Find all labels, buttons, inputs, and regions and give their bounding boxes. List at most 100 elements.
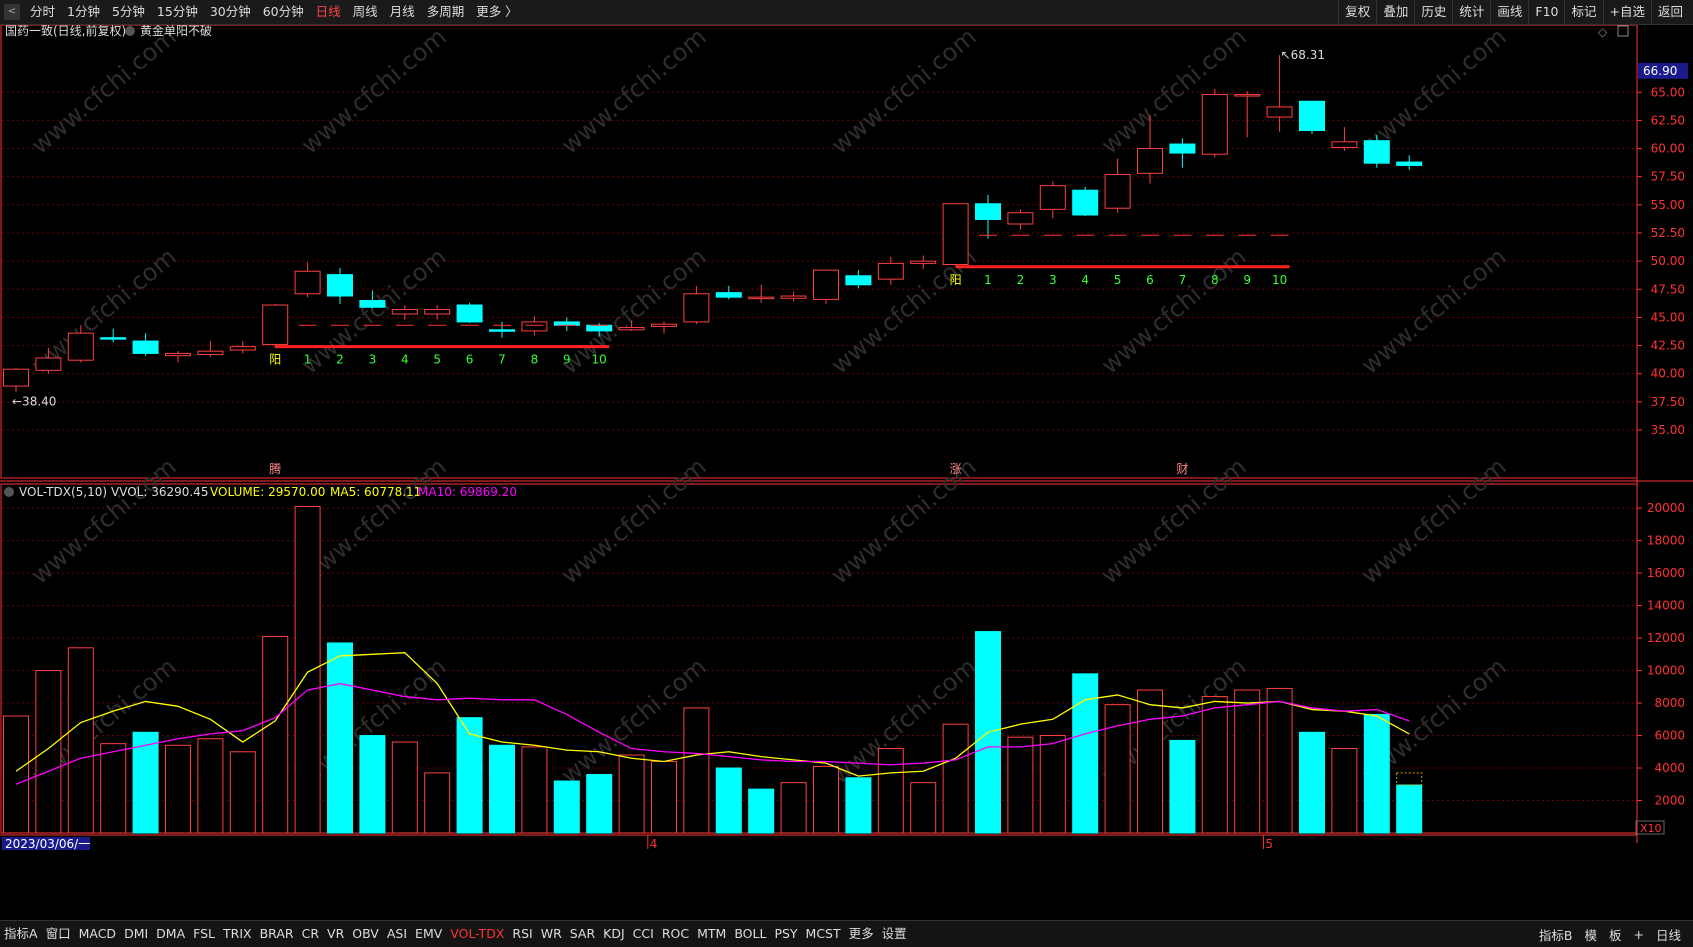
volume-bar: [553, 780, 580, 834]
right-control-3[interactable]: +: [1633, 926, 1644, 942]
pattern-count-label: 10: [1272, 273, 1287, 287]
candle: [618, 320, 645, 331]
pattern-count-label: 8: [531, 353, 539, 367]
tab-6[interactable]: 日线: [315, 4, 341, 19]
indicator-tab-0[interactable]: 指标A: [4, 926, 38, 941]
candle: [229, 341, 256, 354]
indicator-tab-11[interactable]: ASI: [386, 926, 408, 941]
volume-bar: [748, 788, 775, 834]
indicator-tab-19[interactable]: ROC: [661, 926, 690, 941]
tool-buttons: 复权 叠加 历史 统计 画线 F10 标记 +自选 返回: [1338, 0, 1689, 24]
indicator-tab-16[interactable]: SAR: [569, 926, 596, 941]
indicator-tab-3[interactable]: DMI: [124, 926, 149, 941]
pattern-count-label: 6: [466, 353, 474, 367]
right-control-1[interactable]: 模: [1584, 927, 1597, 943]
volume-bar: [586, 774, 613, 834]
candle: [910, 255, 937, 270]
tab-2[interactable]: 5分钟: [111, 4, 145, 19]
volume-bar: [1396, 784, 1423, 834]
tool-button-6[interactable]: 标记: [1564, 0, 1602, 24]
candle-body: [294, 270, 321, 295]
indicator-tab-1[interactable]: 窗口: [45, 926, 71, 941]
indicator-tab-25[interactable]: 设置: [881, 926, 907, 941]
right-control-0[interactable]: 指标B: [1538, 927, 1573, 943]
indicator-tab-10[interactable]: OBV: [352, 926, 379, 941]
tool-button-7[interactable]: +自选: [1602, 0, 1651, 24]
tool-button-2[interactable]: 历史: [1414, 0, 1452, 24]
candle: [132, 333, 159, 356]
indicator-tab-22[interactable]: PSY: [774, 926, 798, 941]
watermark-text: www.cfchi.com: [1096, 242, 1252, 379]
indicator-tab-18[interactable]: CCI: [632, 926, 654, 941]
candle-body: [100, 337, 127, 340]
indicator-tab-5[interactable]: FSL: [193, 926, 216, 941]
tab-9[interactable]: 多周期: [426, 4, 465, 19]
tool-button-5[interactable]: F10: [1528, 0, 1564, 24]
indicator-tab-2[interactable]: MACD: [78, 926, 117, 941]
indicator-tab-15[interactable]: WR: [540, 926, 562, 941]
event-marker: 涨: [950, 461, 962, 476]
indicator-tab-21[interactable]: BOLL: [734, 926, 767, 941]
tab-8[interactable]: 月线: [389, 4, 415, 19]
indicator-tab-13[interactable]: VOL-TDX: [450, 926, 505, 941]
pattern-count-label: 1: [984, 273, 992, 287]
tool-button-0[interactable]: 复权: [1338, 0, 1376, 24]
indicator-tab-9[interactable]: VR: [327, 926, 345, 941]
volume-bar: [165, 744, 191, 834]
indicator-tab-7[interactable]: BRAR: [259, 926, 294, 941]
volume-tick-label: 8000: [1654, 696, 1685, 710]
candle: [67, 325, 94, 363]
pattern-count-label: 8: [1211, 273, 1219, 287]
pattern-count-label: 5: [433, 353, 441, 367]
tab-4[interactable]: 30分钟: [209, 4, 251, 19]
watermark-text: www.cfchi.com: [26, 452, 182, 589]
tab-1[interactable]: 1分钟: [67, 4, 100, 19]
tab-7[interactable]: 周线: [352, 4, 378, 19]
pattern-count-label: 1: [304, 353, 312, 367]
tab-0[interactable]: 分时: [30, 4, 56, 19]
indicator-tab-17[interactable]: KDJ: [603, 926, 625, 941]
volume-bar: [1137, 689, 1163, 834]
volume-bar: [1331, 748, 1358, 834]
candle: [780, 291, 807, 302]
candle: [715, 285, 742, 300]
tab-5[interactable]: 60分钟: [262, 4, 304, 19]
right-control-4[interactable]: 日线: [1655, 927, 1681, 943]
price-tick-label: 55.00: [1651, 198, 1685, 212]
top-toolbar: < 分时 1分钟 5分钟 15分钟 30分钟 60分钟 日线 周线 月线 多周期 更多 〉 复权 叠加…: [0, 0, 1693, 25]
candle: [1169, 138, 1196, 168]
tool-button-8[interactable]: 返回: [1650, 0, 1689, 24]
candle-body: [229, 346, 256, 351]
back-icon[interactable]: <: [4, 4, 20, 20]
watermark-text: www.cfchi.com: [1356, 452, 1512, 589]
tool-button-4[interactable]: 画线: [1490, 0, 1528, 24]
chart-area[interactable]: www.cfchi.com www.cfchi.com www.cfchi.com w…: [0, 25, 1693, 920]
price-tick-label: 35.00: [1651, 423, 1685, 437]
ma5-line: [15, 652, 1410, 777]
candle-body: [1363, 140, 1390, 164]
candle: [165, 351, 191, 363]
tab-3[interactable]: 15分钟: [156, 4, 198, 19]
candle-body: [1137, 148, 1163, 174]
indicator-tab-6[interactable]: TRIX: [223, 926, 252, 941]
tab-10[interactable]: 更多 〉: [476, 4, 518, 19]
candle-body: [1299, 100, 1325, 132]
indicator-tab-20[interactable]: MTM: [697, 926, 727, 941]
tool-button-1[interactable]: 叠加: [1376, 0, 1414, 24]
volume-tick-label: 14000: [1647, 599, 1685, 613]
candle-body: [3, 368, 29, 387]
indicator-tab-8[interactable]: CR: [301, 926, 320, 941]
indicator-tab-4[interactable]: DMA: [156, 926, 186, 941]
indicator-tab-14[interactable]: RSI: [512, 926, 533, 941]
right-control-2[interactable]: 板: [1608, 927, 1622, 943]
candle: [359, 290, 386, 309]
indicator-tab-24[interactable]: 更多: [848, 926, 874, 941]
candle: [845, 270, 872, 289]
indicator-tab-23[interactable]: MCST: [805, 926, 841, 941]
pattern-count-label: 4: [401, 353, 409, 367]
indicator-tab-12[interactable]: EMV: [415, 926, 443, 941]
current-price-label: 66.90: [1643, 64, 1677, 78]
candle: [1072, 186, 1099, 217]
tool-button-3[interactable]: 统计: [1452, 0, 1490, 24]
ma10-line: [15, 682, 1410, 785]
